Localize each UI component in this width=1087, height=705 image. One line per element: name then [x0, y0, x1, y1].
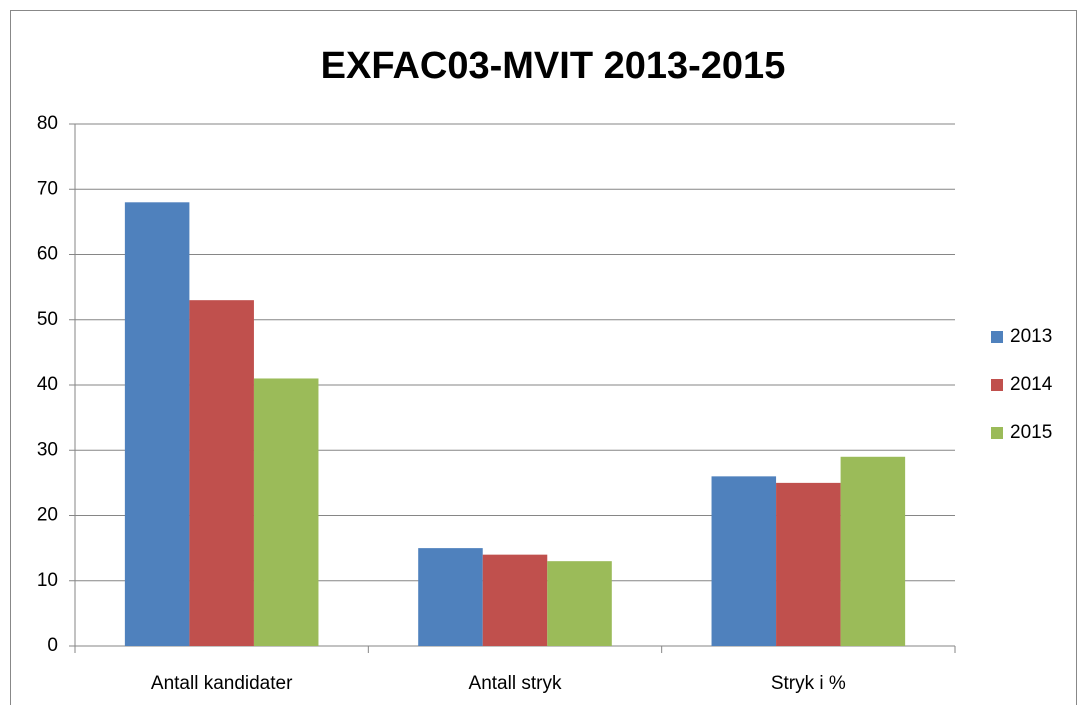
- bar: [124, 202, 190, 647]
- chart-title: EXFAC03-MVIT 2013-2015: [321, 45, 786, 87]
- bar: [776, 482, 841, 646]
- bar: [547, 561, 612, 646]
- y-tick-label: 40: [37, 374, 58, 395]
- y-tick-label: 10: [37, 570, 58, 591]
- y-tick-label: 0: [47, 635, 58, 656]
- y-tick-label: 60: [37, 244, 58, 265]
- bar: [840, 456, 906, 646]
- bar: [418, 548, 483, 646]
- y-tick-label: 50: [37, 309, 58, 330]
- legend-label: 2015: [1010, 422, 1052, 443]
- legend-swatch: [991, 427, 1003, 439]
- y-tick-label: 20: [37, 505, 58, 526]
- legend-swatch: [991, 379, 1003, 391]
- y-tick-label: 30: [37, 439, 58, 460]
- legend-swatch: [991, 331, 1003, 343]
- bar: [482, 554, 548, 646]
- y-tick-label: 70: [37, 178, 58, 199]
- bar: [189, 300, 254, 646]
- x-tick-label: Antall kandidater: [151, 673, 293, 694]
- bar: [253, 378, 319, 646]
- x-tick-label: Antall stryk: [469, 673, 562, 694]
- legend-label: 2013: [1010, 326, 1052, 347]
- y-tick-label: 80: [37, 113, 58, 134]
- x-tick-label: Stryk i %: [771, 673, 846, 694]
- bar: [711, 476, 777, 646]
- legend-label: 2014: [1010, 374, 1053, 395]
